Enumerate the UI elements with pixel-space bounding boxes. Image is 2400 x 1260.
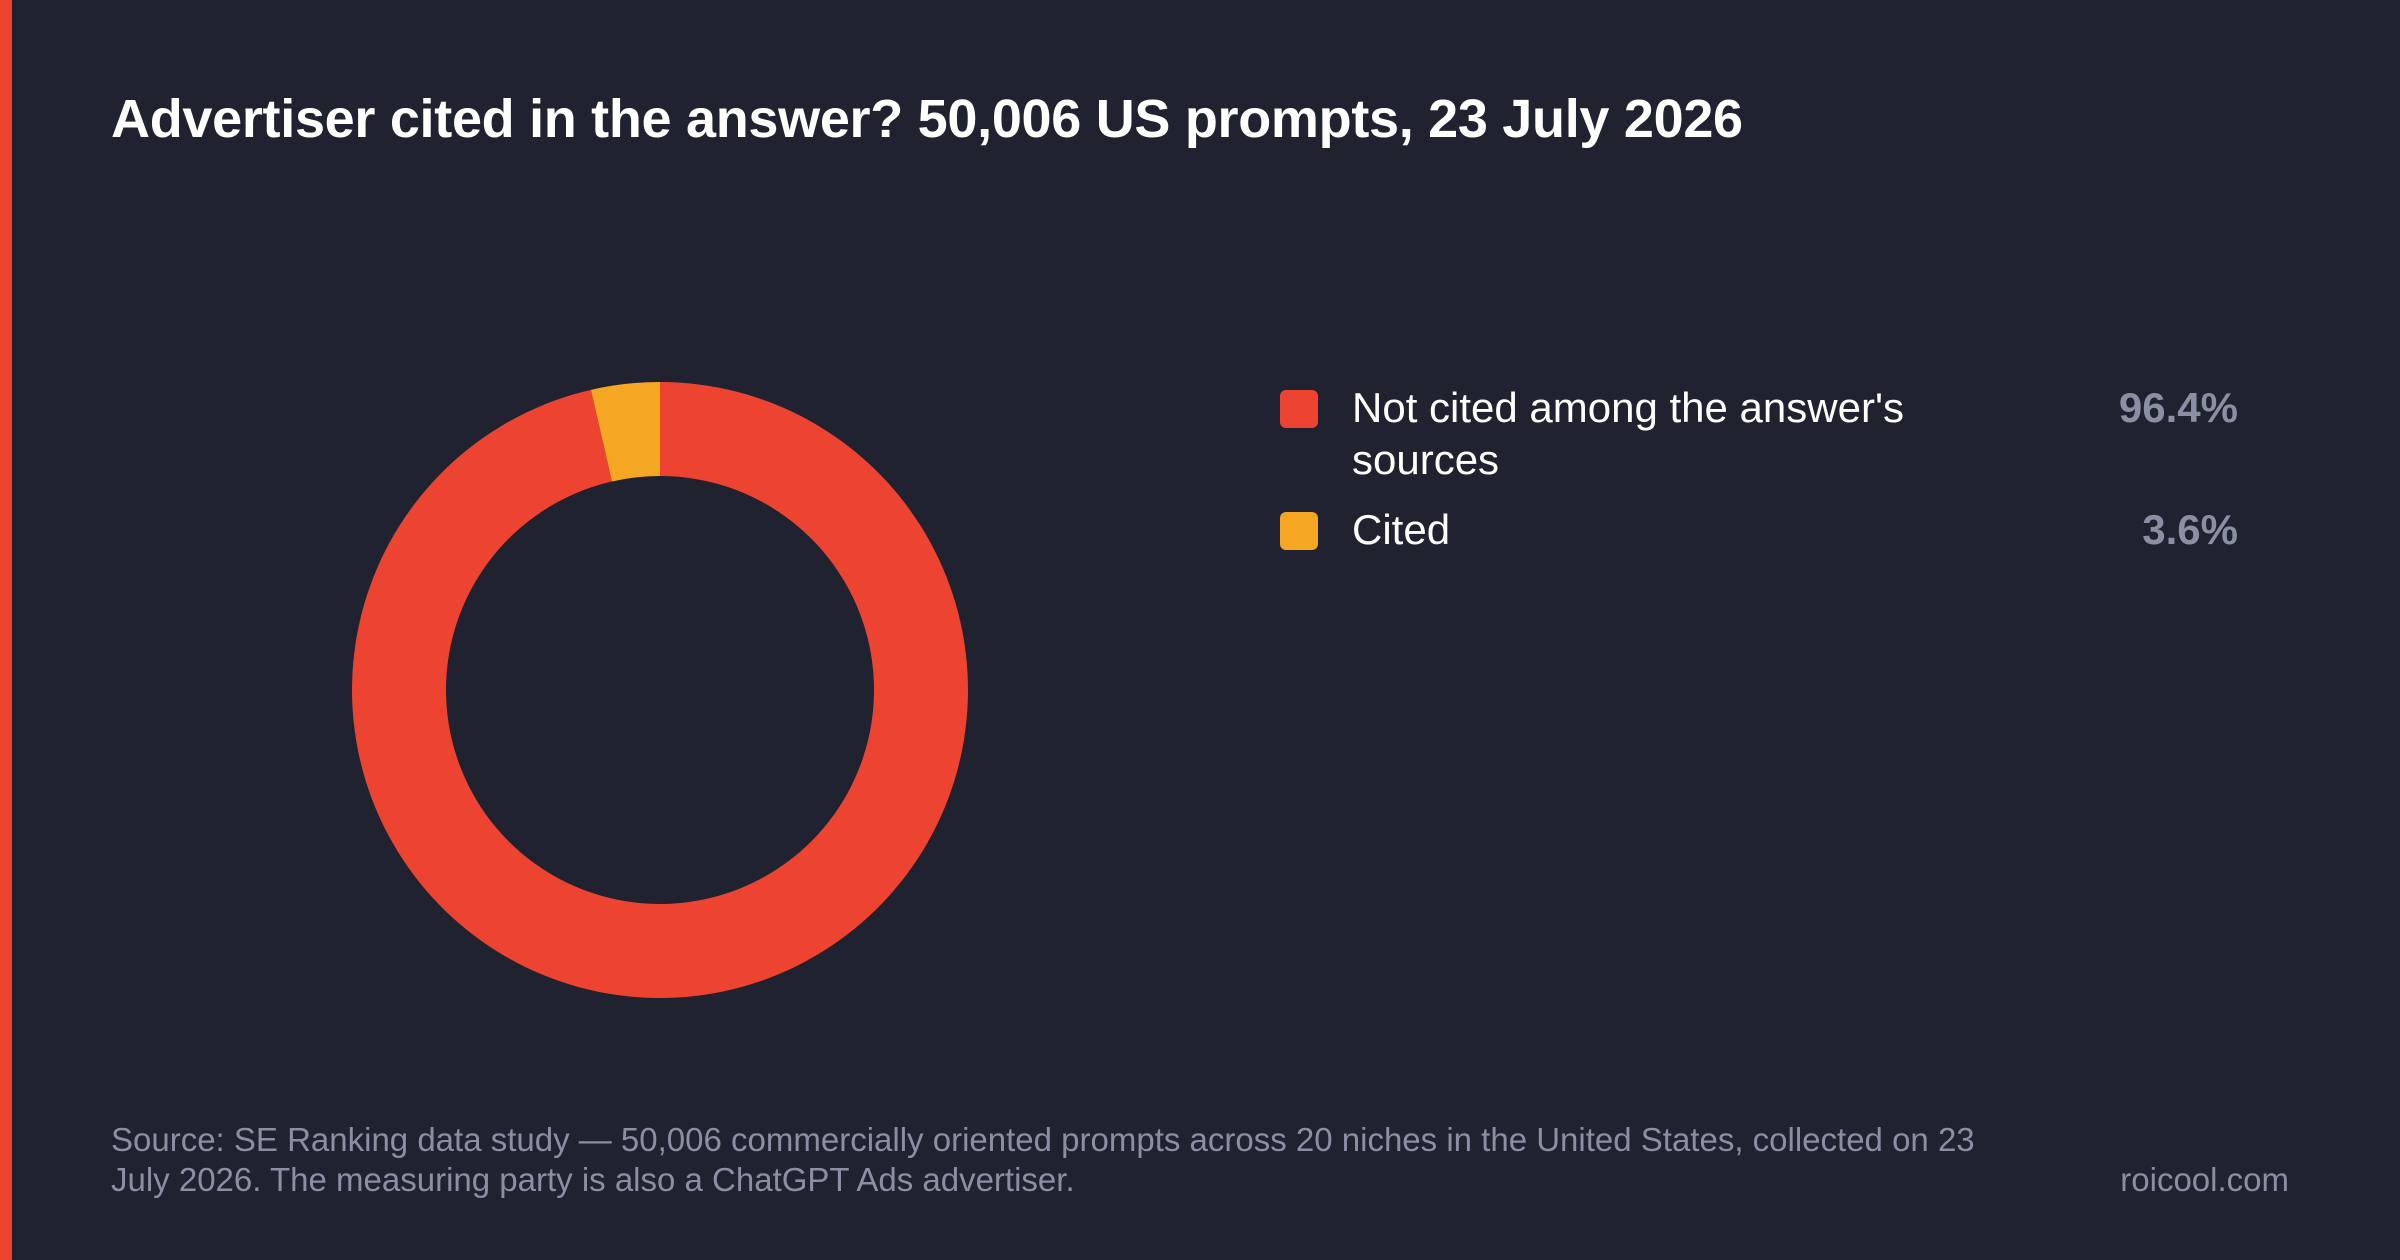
chart-legend: Not cited among the answer's sources 96.… (1280, 382, 2260, 574)
legend-item-cited: Cited 3.6% (1280, 504, 2260, 556)
legend-swatch-not-cited (1280, 390, 1318, 428)
legend-value-not-cited: 96.4% (2118, 384, 2238, 431)
slice-cited (590, 382, 660, 482)
donut-chart (352, 382, 969, 998)
legend-swatch-cited (1280, 512, 1318, 550)
legend-label-cited: Cited (1352, 506, 1451, 553)
legend-label-not-cited: Not cited among the answer's sources (1352, 384, 1904, 483)
brand-label: roicool.com (2120, 1161, 2289, 1198)
chart-title: Advertiser cited in the answer? 50,006 U… (111, 89, 1743, 149)
legend-value-cited: 3.6% (2142, 506, 2238, 553)
accent-bar (0, 0, 12, 1260)
source-note: Source: SE Ranking data study — 50,006 c… (111, 1121, 1975, 1198)
slice-not-cited (352, 382, 969, 998)
legend-item-not-cited: Not cited among the answer's sources 96.… (1280, 382, 2260, 486)
